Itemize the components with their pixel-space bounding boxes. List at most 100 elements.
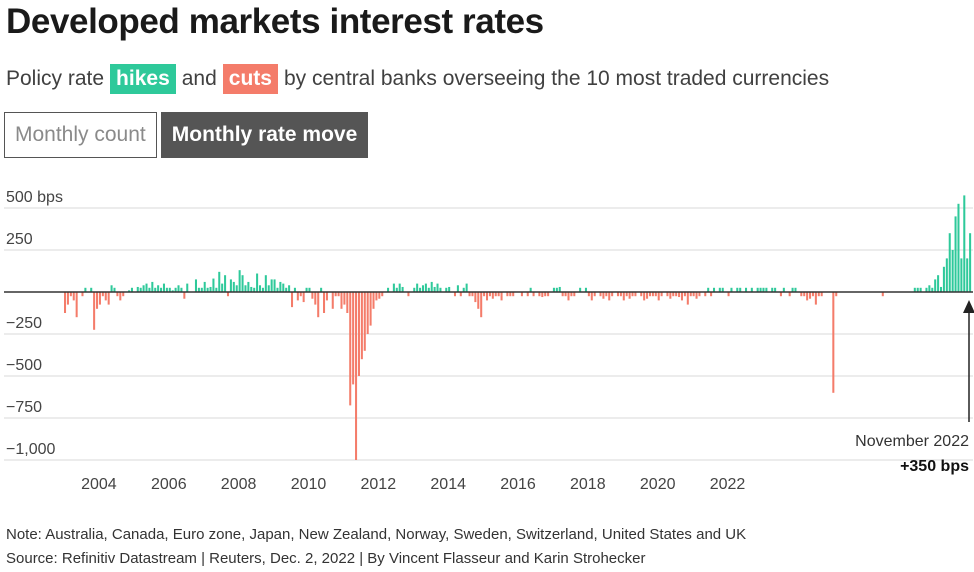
cut-bar	[788, 292, 791, 297]
cut-bar	[564, 292, 567, 297]
cut-bar	[590, 292, 593, 301]
cut-bar	[107, 292, 110, 305]
y-tick-label: −500	[6, 357, 42, 374]
cut-bar	[669, 292, 672, 299]
cut-bar	[122, 292, 125, 297]
cut-bar	[806, 292, 809, 301]
hike-bar	[238, 270, 241, 292]
cut-bar	[500, 292, 503, 301]
cut-bar	[593, 292, 596, 297]
cut-bar	[643, 292, 646, 301]
cut-bar	[407, 292, 410, 297]
hike-bar	[293, 287, 296, 292]
hike-bar	[387, 287, 390, 292]
hike-bar	[439, 287, 442, 292]
hike-bar	[448, 286, 451, 292]
chart-source: Source: Refinitiv Datastream | Reuters, …	[6, 550, 646, 567]
cut-bar	[477, 292, 480, 309]
cut-bar	[683, 292, 686, 297]
hike-bar	[419, 287, 422, 292]
hike-bar	[707, 287, 710, 292]
cut-bar	[381, 292, 384, 297]
cut-bar	[509, 292, 512, 297]
hike-bar	[209, 286, 212, 292]
cut-bar	[352, 292, 355, 385]
hike-bar	[90, 287, 93, 292]
hike-bar	[168, 287, 171, 292]
hike-bar	[154, 287, 157, 292]
hike-bar	[555, 287, 558, 292]
hike-bar	[424, 283, 427, 292]
cut-bar	[104, 292, 107, 301]
hike-bar	[462, 287, 465, 292]
cut-bar	[357, 292, 360, 376]
cut-bar	[355, 292, 358, 460]
cut-bar	[75, 292, 78, 318]
cut-bar	[323, 292, 326, 313]
cut-bar	[675, 292, 678, 297]
cut-bar	[72, 292, 75, 301]
chart-title: Developed markets interest rates	[6, 2, 544, 41]
cut-bar	[360, 292, 363, 360]
hike-bar	[436, 283, 439, 292]
cut-bar	[340, 292, 343, 309]
x-tick-label: 2004	[81, 476, 117, 493]
hike-bar	[765, 287, 768, 292]
hike-bar	[273, 279, 276, 292]
cut-bar	[299, 292, 302, 297]
cut-bar	[317, 292, 320, 318]
y-tick-label: −750	[6, 399, 42, 416]
hike-bar	[954, 216, 957, 292]
hike-bar	[276, 287, 279, 292]
cut-bar	[628, 292, 631, 299]
cut-bar	[814, 292, 817, 305]
cut-bar	[710, 292, 713, 297]
cut-bar	[343, 292, 346, 305]
cut-bar	[680, 292, 684, 301]
cut-bar	[372, 292, 375, 309]
cut-bar	[605, 292, 608, 297]
hike-bar	[782, 287, 785, 292]
cut-bar	[378, 292, 381, 299]
cut-bar	[587, 292, 590, 297]
hike-bar	[84, 287, 87, 292]
monthly-rate-move-button[interactable]: Monthly rate move	[160, 112, 369, 158]
x-tick-label: 2018	[570, 476, 606, 493]
subtitle-prefix: Policy rate	[6, 67, 105, 90]
hike-bar	[774, 287, 777, 292]
cut-bar	[331, 292, 334, 309]
hikes-highlight: hikes	[110, 64, 176, 94]
cut-bar	[672, 292, 675, 297]
cut-bar	[779, 292, 782, 297]
cut-bar	[651, 292, 654, 297]
cut-bar	[698, 292, 701, 297]
hike-bar	[401, 286, 404, 292]
hike-bar	[931, 287, 934, 292]
cut-bar	[881, 292, 884, 297]
hike-bar	[215, 287, 218, 292]
hike-bar	[456, 285, 459, 292]
rate-move-chart: 500 bps 250 −250 −500 −750 −1,000 2004 2006 2008…	[4, 189, 974, 493]
subtitle-suffix: by central banks overseeing the 10 most …	[283, 67, 830, 90]
cut-bar	[648, 292, 651, 297]
cut-bar	[302, 292, 305, 303]
hike-bar	[430, 281, 433, 292]
cut-bar	[81, 292, 84, 297]
cut-bar	[820, 292, 823, 297]
hike-bar	[945, 258, 948, 292]
cut-bar	[334, 292, 337, 297]
hike-bar	[934, 279, 937, 292]
hike-bar	[948, 233, 951, 292]
hike-bar	[951, 250, 954, 292]
hike-bar	[320, 287, 323, 292]
hike-bar	[261, 287, 264, 292]
cut-bar	[727, 292, 730, 297]
cut-bar	[640, 292, 643, 297]
hike-bar	[200, 287, 203, 292]
hike-bar	[416, 283, 419, 292]
cut-bar	[611, 292, 614, 297]
hike-bar	[395, 287, 398, 292]
cut-bar	[704, 292, 707, 297]
cut-bar	[226, 292, 230, 297]
monthly-count-button[interactable]: Monthly count	[4, 112, 157, 158]
